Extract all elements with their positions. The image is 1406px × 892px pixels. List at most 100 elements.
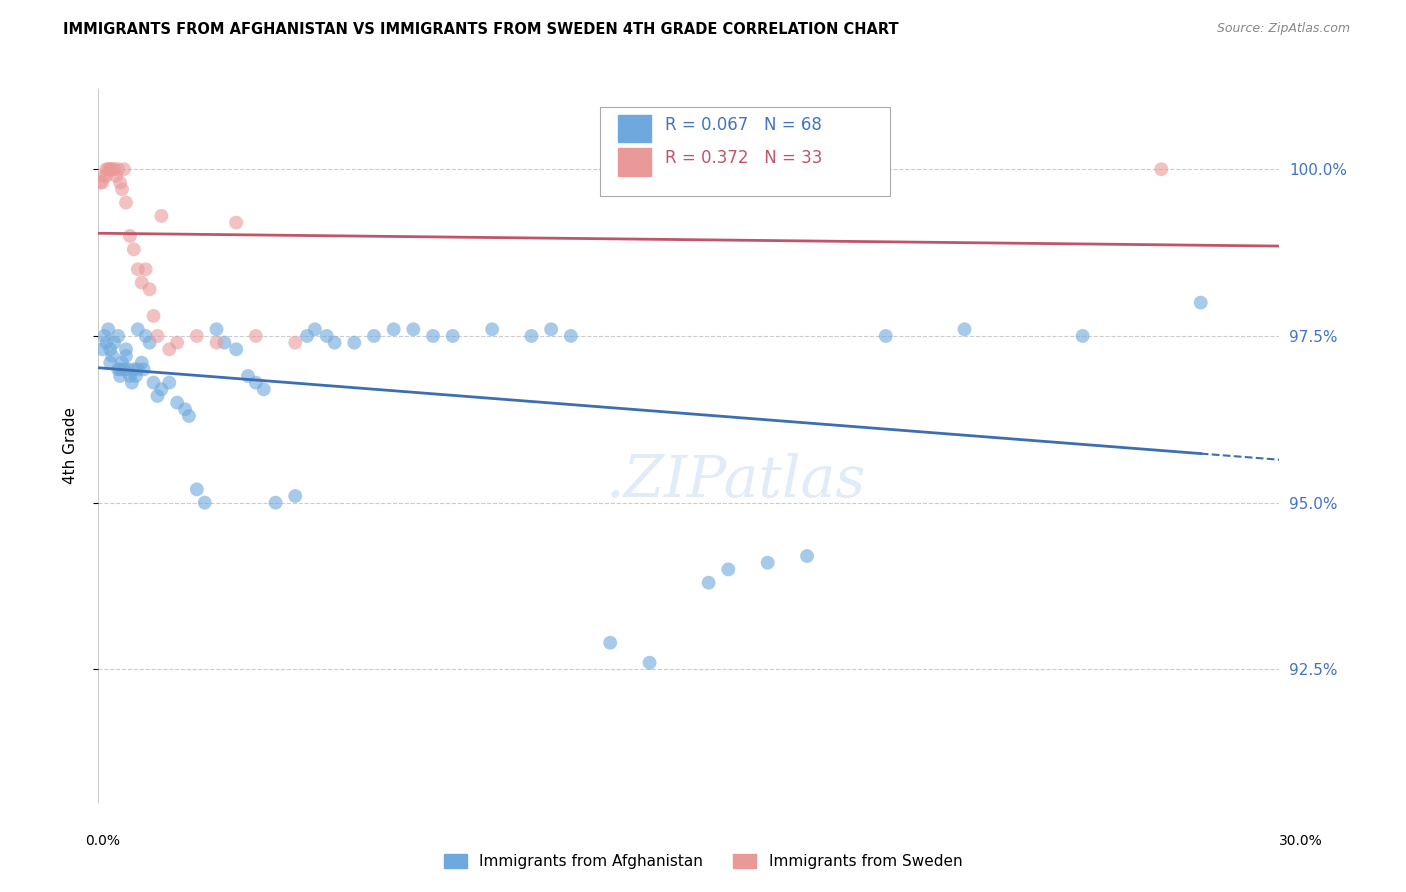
Bar: [619, 115, 651, 142]
Point: [127, 322, 149, 336]
Point: [166, 395, 188, 409]
Point: [122, 362, 145, 376]
Point: [103, 335, 125, 350]
Point: [101, 162, 124, 177]
Point: [98, 356, 121, 370]
Point: [1150, 162, 1173, 177]
Point: [111, 356, 134, 370]
Point: [323, 335, 346, 350]
Point: [186, 483, 208, 497]
Point: [98, 343, 121, 357]
Bar: [619, 148, 651, 176]
Point: [177, 409, 200, 423]
Text: .ZIPatlas: .ZIPatlas: [606, 453, 866, 510]
Point: [214, 335, 236, 350]
Point: [103, 162, 125, 177]
Point: [131, 356, 153, 370]
Point: [150, 209, 173, 223]
Point: [117, 362, 139, 376]
Point: [91, 343, 114, 357]
Point: [122, 242, 145, 256]
Point: [93, 169, 115, 183]
Point: [225, 343, 247, 357]
Point: [382, 322, 405, 336]
Point: [157, 343, 180, 357]
Point: [91, 176, 114, 190]
Point: [481, 322, 503, 336]
Point: [236, 368, 259, 383]
Text: 30.0%: 30.0%: [1278, 834, 1323, 848]
Point: [295, 329, 318, 343]
Point: [253, 382, 276, 396]
Point: [638, 656, 661, 670]
Point: [115, 349, 138, 363]
Point: [953, 322, 976, 336]
Point: [142, 376, 165, 390]
Point: [697, 575, 720, 590]
Point: [89, 176, 111, 190]
Point: [157, 376, 180, 390]
Point: [115, 195, 138, 210]
Point: [108, 362, 131, 376]
Point: [127, 262, 149, 277]
Point: [284, 335, 307, 350]
Point: [205, 322, 228, 336]
Point: [186, 329, 208, 343]
Point: [1189, 295, 1212, 310]
Point: [101, 349, 124, 363]
Point: [135, 262, 157, 277]
Point: [205, 335, 228, 350]
Point: [599, 636, 621, 650]
Point: [96, 335, 118, 350]
Point: [540, 322, 562, 336]
FancyBboxPatch shape: [600, 107, 890, 196]
Point: [174, 402, 197, 417]
Point: [97, 322, 120, 336]
Point: [142, 309, 165, 323]
Point: [112, 362, 135, 376]
Point: [93, 329, 115, 343]
Point: [363, 329, 385, 343]
Point: [135, 329, 157, 343]
Point: [138, 282, 160, 296]
Point: [111, 182, 134, 196]
Point: [245, 376, 267, 390]
Point: [194, 496, 217, 510]
Point: [105, 169, 128, 183]
Point: [441, 329, 464, 343]
Point: [97, 162, 120, 177]
Y-axis label: 4th Grade: 4th Grade: [63, 408, 77, 484]
Point: [132, 362, 155, 376]
Point: [225, 216, 247, 230]
Text: Source: ZipAtlas.com: Source: ZipAtlas.com: [1216, 22, 1350, 36]
Point: [315, 329, 337, 343]
Point: [107, 162, 129, 177]
Point: [118, 228, 141, 243]
Point: [107, 329, 129, 343]
Point: [304, 322, 326, 336]
Point: [756, 556, 779, 570]
Point: [121, 376, 143, 390]
Point: [98, 162, 121, 177]
Point: [98, 162, 121, 177]
Point: [560, 329, 582, 343]
Point: [284, 489, 307, 503]
Point: [717, 562, 740, 576]
Point: [166, 335, 188, 350]
Point: [138, 335, 160, 350]
Point: [108, 176, 131, 190]
Point: [115, 343, 138, 357]
Point: [796, 549, 818, 563]
Text: R = 0.372   N = 33: R = 0.372 N = 33: [665, 150, 823, 168]
Text: R = 0.067   N = 68: R = 0.067 N = 68: [665, 116, 823, 134]
Point: [146, 329, 169, 343]
Point: [146, 389, 169, 403]
Point: [108, 368, 131, 383]
Point: [131, 276, 153, 290]
Point: [118, 368, 141, 383]
Legend: Immigrants from Afghanistan, Immigrants from Sweden: Immigrants from Afghanistan, Immigrants …: [437, 848, 969, 875]
Point: [264, 496, 287, 510]
Point: [402, 322, 425, 336]
Point: [1071, 329, 1094, 343]
Point: [875, 329, 897, 343]
